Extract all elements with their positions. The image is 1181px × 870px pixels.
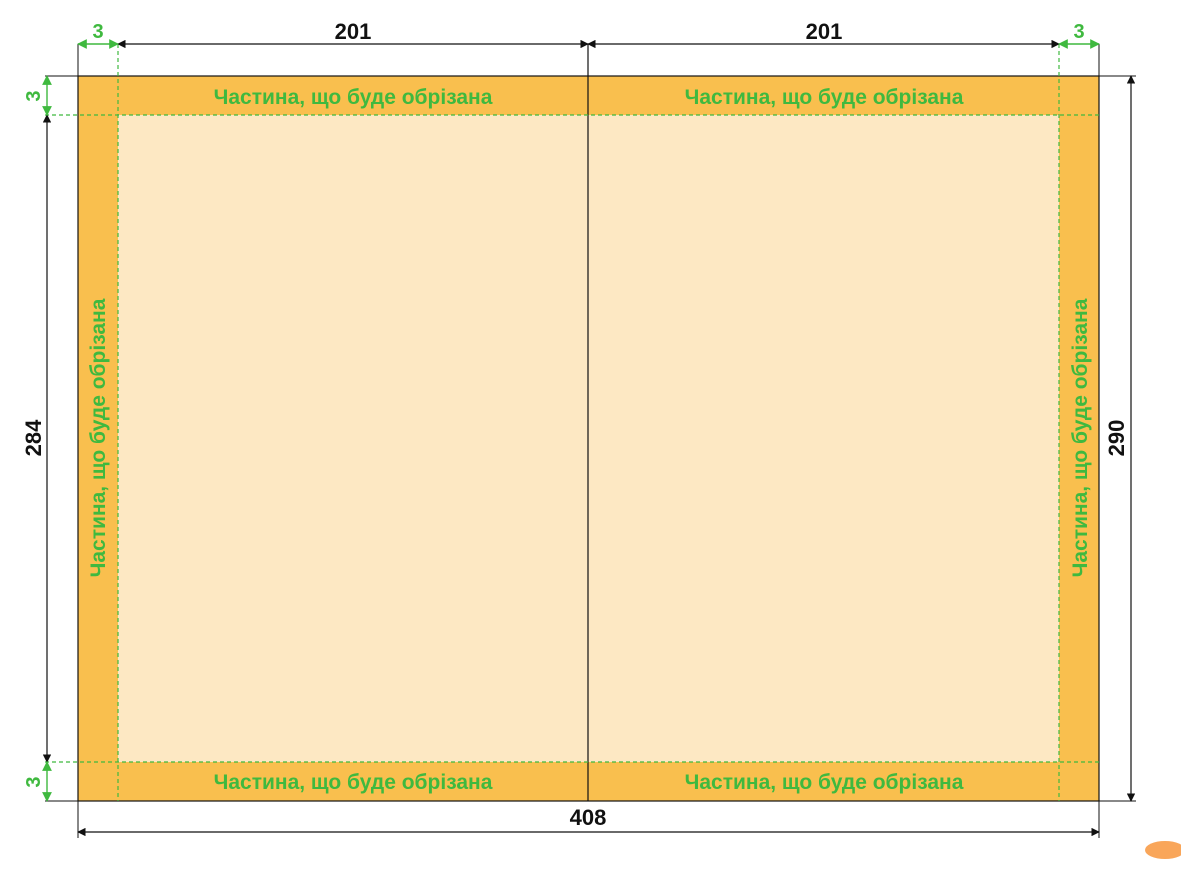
corner-decoration bbox=[1145, 841, 1181, 859]
trim-guides bbox=[45, 44, 1099, 801]
label-total-width: 408 bbox=[570, 805, 607, 830]
bleed-label-bottom-left: Частина, що буде обрізана bbox=[214, 771, 493, 794]
bleed-label-top-right: Частина, що буде обрізана bbox=[685, 86, 964, 109]
label-total-height: 290 bbox=[1104, 420, 1129, 457]
bleed-label-bottom-right: Частина, що буде обрізана bbox=[685, 771, 964, 794]
label-bleed-top: 3 bbox=[23, 90, 45, 101]
label-trim-height: 284 bbox=[21, 419, 46, 456]
label-width-right: 201 bbox=[806, 19, 843, 44]
bleed-label-right: Частина, що буде обрізана bbox=[1069, 298, 1092, 577]
label-bleed-left: 3 bbox=[92, 21, 103, 43]
label-width-left: 201 bbox=[335, 19, 372, 44]
bleed-label-left: Частина, що буде обрізана bbox=[87, 298, 110, 577]
label-bleed-right: 3 bbox=[1073, 21, 1084, 43]
bleed-label-top-left: Частина, що буде обрізана bbox=[214, 86, 493, 109]
label-bleed-bottom: 3 bbox=[23, 776, 45, 787]
